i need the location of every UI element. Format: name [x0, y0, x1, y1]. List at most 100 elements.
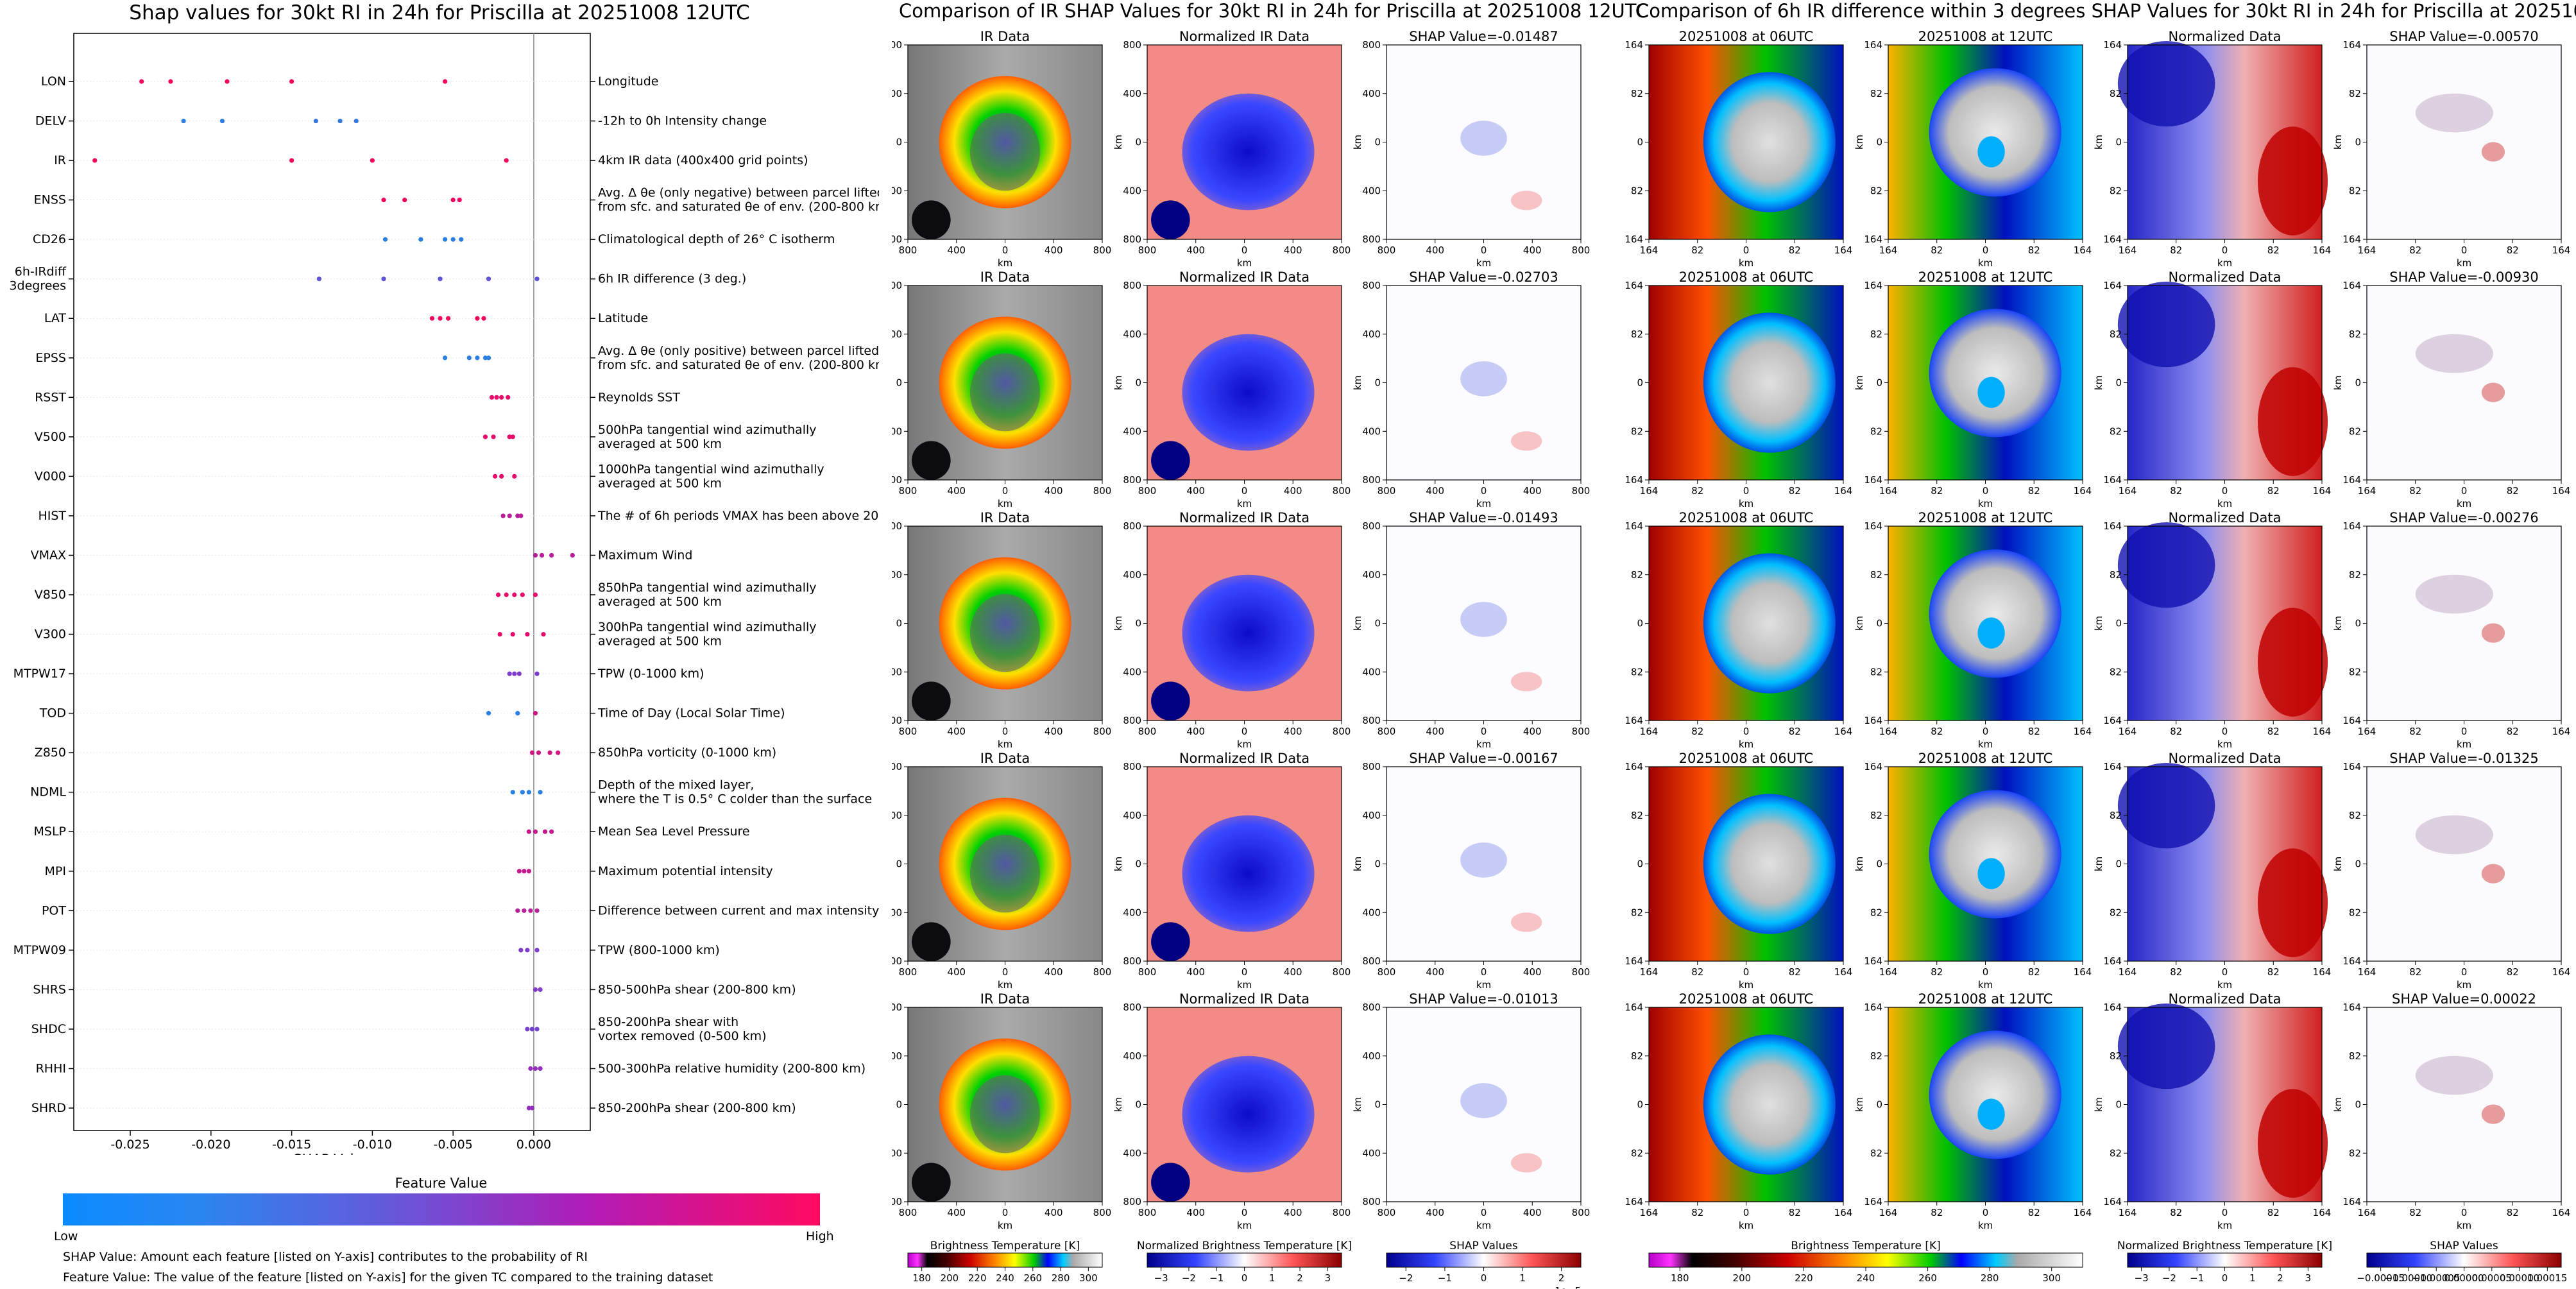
y-tick-label: 0	[1135, 377, 1141, 389]
shap-point	[549, 552, 554, 558]
shap-value-note: SHAP Value: Amount each feature [listed …	[63, 1250, 588, 1264]
x-tick-label: 82	[2409, 244, 2421, 256]
y-tick-label: 400	[892, 1147, 902, 1159]
colorbar-tick-label: −0.00005	[2412, 1272, 2461, 1284]
y-tick-label: 82	[1870, 425, 1882, 437]
feature-desc-label: 500hPa tangential wind azimuthally	[598, 423, 817, 437]
panel-title: Normalized Data	[2169, 269, 2282, 285]
x-tick-label: 0	[1241, 485, 1248, 497]
panel-title: Normalized Data	[2169, 751, 2282, 766]
x-axis-label: km	[1237, 738, 1252, 750]
x-tick-label: -0.020	[191, 1138, 230, 1152]
feature-desc-label: averaged at 500 km	[598, 635, 722, 649]
panel-image	[2367, 1007, 2561, 1202]
x-tick-label: 800	[1572, 966, 1591, 978]
colorbar-tick-label: 0.00015	[2527, 1272, 2567, 1284]
x-tick-label: 82	[2170, 726, 2182, 737]
feature-name-label: CD26	[33, 232, 66, 246]
shap-point	[522, 908, 527, 913]
colorbar-tick-label: 3	[1325, 1272, 1331, 1284]
y-tick-label: 800	[892, 1002, 902, 1013]
panel-image	[2117, 40, 2328, 239]
y-tick-label: 0	[2355, 377, 2361, 389]
x-tick-label: 164	[2552, 966, 2571, 978]
y-tick-label: 800	[1123, 234, 1141, 245]
colorbar-tick-label: −0.00015	[2357, 1272, 2405, 1284]
shap-red-blob	[2481, 864, 2505, 884]
shap-point	[512, 592, 517, 597]
x-axis-label: km	[2457, 257, 2471, 269]
panel-image	[908, 1007, 1102, 1202]
feature-desc-label: The # of 6h periods VMAX has been above …	[597, 509, 879, 523]
norm-blue-region	[2117, 522, 2215, 608]
y-tick-label: 164	[1864, 955, 1882, 967]
y-tick-label: 800	[1362, 1002, 1381, 1013]
shap-point	[538, 1066, 543, 1071]
x-tick-label: 82	[2507, 485, 2519, 497]
panel-image	[1888, 45, 2083, 239]
shap-blue-blob	[1460, 842, 1507, 878]
shap-point	[504, 592, 509, 597]
y-tick-label: 164	[2342, 1196, 2361, 1208]
y-tick-label: 400	[1362, 569, 1381, 581]
x-tick-label: 400	[1186, 244, 1205, 256]
shap-point	[313, 118, 318, 124]
x-tick-label: 800	[1378, 1207, 1396, 1218]
y-tick-label: 400	[1123, 569, 1141, 581]
feature-name-label: NDML	[30, 785, 66, 799]
x-tick-label: 164	[2074, 726, 2092, 737]
x-tick-label: 164	[2119, 966, 2137, 978]
y-tick-label: 0	[896, 618, 902, 629]
x-tick-label: 82	[1691, 966, 1703, 978]
colorbar-tick-label: −0.00010	[2385, 1272, 2433, 1284]
irdiff-storm	[1929, 1030, 2061, 1159]
x-tick-label: 164	[1834, 1207, 1853, 1218]
feature-name-label: TOD	[39, 706, 66, 721]
shap-point	[525, 948, 530, 953]
panel-image	[2117, 522, 2328, 721]
x-tick-label: 800	[1333, 726, 1351, 737]
panel-title: 20251008 at 06UTC	[1679, 269, 1814, 285]
x-tick-label: 400	[1045, 726, 1063, 737]
y-tick-label: 164	[1625, 1196, 1643, 1208]
x-axis-label: km	[1739, 738, 1753, 750]
x-tick-label: 82	[2028, 244, 2040, 256]
y-tick-label: 164	[2103, 520, 2122, 532]
y-tick-label: 164	[2342, 39, 2361, 51]
x-tick-label: -0.010	[353, 1138, 392, 1152]
x-tick-label: 0	[2461, 244, 2468, 256]
x-tick-label: 164	[2313, 966, 2332, 978]
feature-name-label: ENSS	[34, 193, 66, 207]
norm-storm	[1182, 334, 1315, 451]
x-tick-label: 164	[1834, 726, 1853, 737]
y-tick-label: 400	[892, 1050, 902, 1062]
feature-desc-label: 850-500hPa shear (200-800 km)	[598, 982, 796, 996]
panel-title: IR Data	[980, 29, 1030, 44]
shap-point	[520, 592, 525, 597]
x-tick-label: 82	[1789, 485, 1801, 497]
shap-background	[2367, 526, 2561, 721]
y-tick-label: 82	[1631, 810, 1643, 821]
feature-desc-label: 1000hPa tangential wind azimuthally	[598, 462, 824, 476]
y-tick-label: 800	[1123, 474, 1141, 486]
y-tick-label: 800	[892, 39, 902, 51]
x-tick-label: 0	[1481, 726, 1487, 737]
x-tick-label: 82	[2507, 726, 2519, 737]
x-axis-label: km	[1739, 257, 1753, 269]
y-tick-label: 82	[2349, 666, 2361, 678]
shap-point	[522, 869, 527, 874]
x-axis-label: km	[2457, 498, 2471, 509]
x-tick-label: 0	[1241, 244, 1248, 256]
shap-point	[497, 631, 502, 637]
x-tick-label: 82	[2507, 966, 2519, 978]
y-tick-label: 0	[1637, 858, 1643, 870]
colorbar-tick-label: 0.00005	[2472, 1272, 2512, 1284]
x-tick-label: 164	[2358, 1207, 2376, 1218]
ir-blob	[912, 681, 951, 721]
colorbar-label: SHAP Values	[1449, 1240, 1518, 1252]
panel-image	[1649, 1007, 1843, 1202]
x-tick-label: 82	[2028, 1207, 2040, 1218]
x-tick-label: 0	[1241, 966, 1248, 978]
panel-title: SHAP Value=-0.00570	[2389, 29, 2539, 44]
x-tick-label: 800	[899, 966, 917, 978]
